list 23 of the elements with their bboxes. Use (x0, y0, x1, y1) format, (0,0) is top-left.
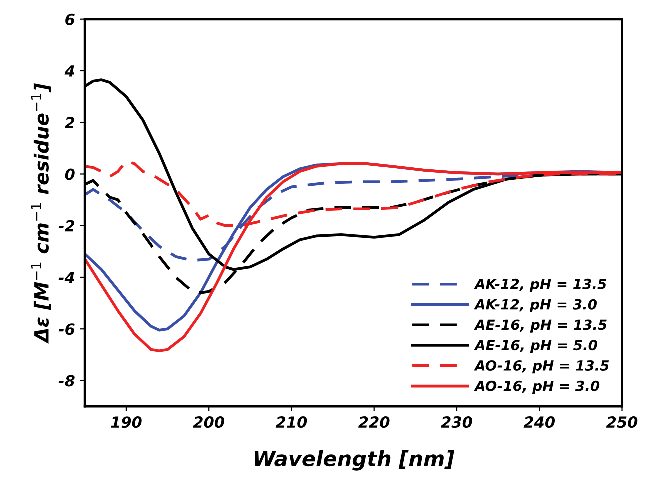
legend-label: AE-16, pH = 5.0 (474, 340, 598, 354)
y-tick-label: -8 (58, 375, 75, 387)
y-tick-label: -4 (58, 272, 74, 284)
x-tick-label: 230 (441, 416, 472, 428)
y-axis-title: Δε [M$^{−1}$ cm$^{−1}$ residue$^{−1}$] (31, 84, 52, 344)
x-axis-title: Wavelength [nm] (254, 450, 455, 471)
legend-label: AE-16, pH = 13.5 (474, 320, 607, 333)
x-tick-label: 210 (276, 416, 308, 428)
legend-label: AO-16, pH = 3.0 (474, 380, 600, 394)
y-tick-label: -6 (58, 324, 75, 336)
x-tick-label: 200 (193, 416, 224, 428)
y-tick-label: 2 (64, 117, 75, 128)
legend-label: AK-12, pH = 13.5 (474, 278, 606, 292)
y-tick-label: 4 (64, 66, 74, 77)
x-tick-label: 250 (606, 416, 638, 428)
x-tick-label: 240 (524, 416, 556, 428)
y-tick-label: 6 (66, 14, 75, 26)
legend-label: AO-16, pH = 13.5 (474, 360, 610, 374)
x-tick-label: 220 (358, 416, 390, 428)
y-tick-label: -2 (58, 220, 75, 232)
legend-label: AK-12, pH = 3.0 (474, 299, 598, 313)
x-tick-label: 190 (111, 416, 142, 428)
y-tick-label: 0 (65, 168, 75, 180)
